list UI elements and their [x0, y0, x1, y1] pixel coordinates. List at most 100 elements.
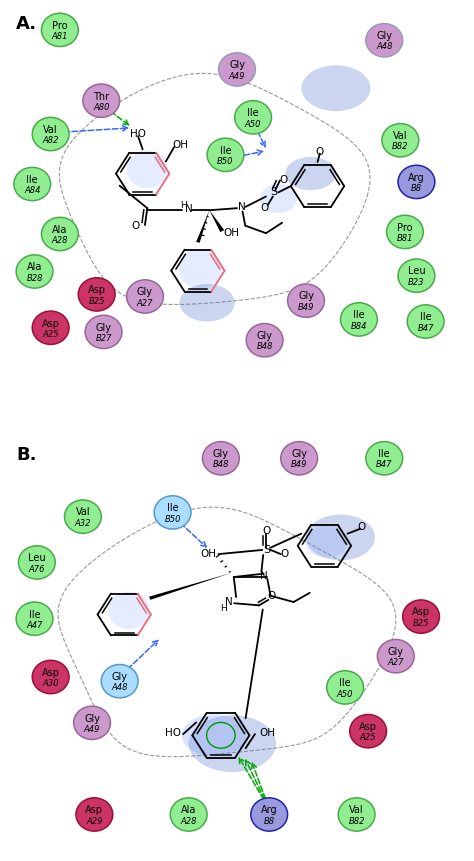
Circle shape [16, 255, 53, 288]
Text: N: N [238, 202, 246, 212]
Text: Ile: Ile [378, 449, 390, 459]
Text: B23: B23 [408, 278, 425, 287]
Text: H: H [220, 604, 227, 613]
Circle shape [32, 311, 69, 344]
Circle shape [83, 84, 119, 117]
Circle shape [170, 798, 207, 831]
Text: Gly: Gly [229, 60, 245, 71]
Text: A50: A50 [337, 690, 354, 698]
Text: Arg: Arg [261, 805, 277, 815]
Text: A50: A50 [245, 120, 261, 128]
Text: B49: B49 [291, 461, 307, 469]
Text: B27: B27 [95, 334, 112, 343]
Text: Ile: Ile [420, 313, 431, 322]
Text: B28: B28 [26, 274, 43, 282]
Text: HO: HO [130, 128, 146, 139]
Circle shape [202, 442, 239, 475]
Text: A47: A47 [26, 621, 43, 630]
Text: B48: B48 [213, 461, 229, 469]
Text: A30: A30 [42, 679, 59, 688]
Circle shape [386, 215, 423, 249]
Circle shape [407, 305, 444, 338]
Circle shape [127, 280, 164, 313]
Circle shape [18, 546, 55, 579]
Circle shape [78, 278, 115, 311]
Circle shape [398, 165, 435, 199]
Text: B82: B82 [348, 816, 365, 826]
Text: Pro: Pro [397, 223, 413, 232]
Circle shape [377, 640, 414, 672]
Text: Gly: Gly [256, 331, 273, 341]
Text: B25: B25 [413, 619, 429, 628]
Text: Gly: Gly [96, 323, 111, 332]
Text: Val: Val [75, 507, 90, 517]
Text: A82: A82 [42, 136, 59, 146]
Ellipse shape [260, 184, 297, 214]
Text: Gly: Gly [84, 714, 100, 723]
Ellipse shape [305, 526, 348, 557]
Circle shape [16, 602, 53, 635]
Text: B8: B8 [264, 816, 275, 826]
Text: Ala: Ala [27, 263, 42, 272]
Ellipse shape [180, 284, 235, 321]
Ellipse shape [178, 249, 222, 288]
Text: Ile: Ile [247, 108, 259, 118]
Text: A81: A81 [52, 32, 68, 41]
Text: Leu: Leu [28, 554, 46, 563]
Circle shape [41, 13, 78, 46]
Text: Leu: Leu [408, 267, 425, 276]
Text: O: O [132, 221, 140, 231]
Text: H: H [180, 201, 187, 210]
Ellipse shape [285, 157, 336, 190]
Text: A28: A28 [181, 816, 197, 826]
Circle shape [41, 217, 78, 251]
Text: B.: B. [16, 446, 36, 464]
Text: B25: B25 [89, 296, 105, 306]
Circle shape [288, 284, 324, 318]
Circle shape [85, 315, 122, 349]
Text: Gly: Gly [291, 449, 307, 459]
Circle shape [76, 798, 113, 831]
Text: Gly: Gly [112, 672, 128, 682]
Text: Ile: Ile [219, 146, 231, 156]
Text: A84: A84 [24, 186, 40, 195]
Text: OH: OH [223, 228, 239, 238]
Text: Thr: Thr [93, 91, 109, 102]
Circle shape [366, 23, 402, 57]
Polygon shape [196, 210, 210, 243]
Text: Pro: Pro [52, 21, 68, 31]
Text: B47: B47 [418, 324, 434, 332]
Text: N: N [225, 597, 233, 607]
Text: A27: A27 [387, 659, 404, 667]
Text: Ala: Ala [181, 805, 196, 815]
Text: N: N [185, 204, 193, 214]
Text: O: O [280, 549, 289, 559]
Text: Asp: Asp [88, 285, 106, 295]
Text: O: O [263, 526, 271, 536]
Circle shape [382, 124, 419, 157]
Text: B82: B82 [392, 142, 409, 152]
Circle shape [64, 500, 101, 533]
Text: B49: B49 [298, 303, 314, 312]
Text: B84: B84 [351, 321, 367, 331]
Text: B50: B50 [217, 157, 234, 166]
Circle shape [327, 671, 364, 704]
Text: A48: A48 [111, 684, 128, 692]
Text: O: O [357, 523, 365, 532]
Text: S: S [270, 188, 277, 197]
Circle shape [154, 496, 191, 530]
Ellipse shape [306, 515, 375, 561]
Text: B8: B8 [411, 184, 422, 193]
Circle shape [398, 259, 435, 293]
Text: Ala: Ala [52, 225, 67, 235]
Text: Ile: Ile [27, 175, 38, 185]
Text: Val: Val [43, 125, 58, 135]
Text: O: O [279, 175, 287, 185]
Text: B50: B50 [164, 515, 181, 523]
Text: OH: OH [173, 140, 189, 151]
Text: A29: A29 [86, 816, 102, 826]
Text: B48: B48 [256, 343, 273, 351]
Text: Val: Val [393, 131, 408, 141]
Circle shape [219, 53, 255, 86]
Text: Gly: Gly [137, 288, 153, 297]
